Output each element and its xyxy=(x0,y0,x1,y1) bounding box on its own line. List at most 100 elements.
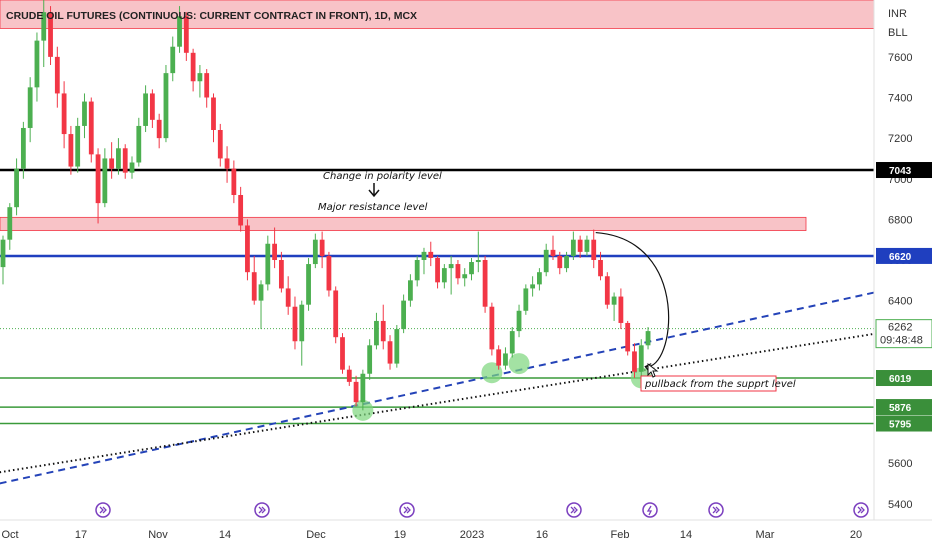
currency-label: INR xyxy=(888,8,907,20)
candle-up xyxy=(306,264,311,305)
candle-down xyxy=(387,341,393,364)
x-tick-label: Oct xyxy=(1,529,18,541)
candle-up xyxy=(516,310,522,332)
candle-up xyxy=(475,260,481,263)
y-tick-label: 7600 xyxy=(888,52,912,64)
candle-down xyxy=(54,56,60,94)
x-tick-label: Dec xyxy=(306,529,326,541)
candle-down xyxy=(346,369,352,382)
candle-up xyxy=(75,125,81,167)
y-tick-label: 7400 xyxy=(888,93,912,105)
swing-low-marker xyxy=(508,353,530,375)
candle-up xyxy=(7,207,13,240)
price-tag-text-5876: 5876 xyxy=(889,403,912,414)
forward-glyph xyxy=(403,506,411,514)
candle-down xyxy=(489,306,495,350)
candle-down xyxy=(577,239,583,252)
candle-down xyxy=(95,154,101,204)
candle-up xyxy=(441,268,447,283)
candle-down xyxy=(482,260,488,307)
x-tick-label: 16 xyxy=(536,529,548,541)
candle-up xyxy=(611,296,617,305)
candle-up xyxy=(645,331,651,346)
candle-down xyxy=(292,306,298,342)
lightning-glyph xyxy=(646,505,653,516)
price-tag-text-7043: 7043 xyxy=(889,166,912,177)
levels-layer xyxy=(0,168,874,425)
candle-down xyxy=(217,130,223,159)
zones-layer xyxy=(0,0,875,231)
rising-trendline-dashed xyxy=(0,290,880,485)
candle-up xyxy=(421,251,427,260)
x-tick-label: 14 xyxy=(680,529,692,541)
time-axis[interactable] xyxy=(0,520,932,550)
candle-up xyxy=(82,101,87,126)
candle-up xyxy=(102,158,108,204)
candle-down xyxy=(149,93,155,120)
event-icons xyxy=(95,502,869,518)
candle-up xyxy=(312,239,318,265)
x-tick-label: 17 xyxy=(75,529,87,541)
candle-down xyxy=(183,16,189,53)
candle-up xyxy=(258,284,264,301)
candle-down xyxy=(618,296,624,323)
candle-up xyxy=(129,162,135,173)
candle-up xyxy=(143,93,148,126)
candle-down xyxy=(245,225,250,273)
candle-down xyxy=(272,243,277,260)
candle-down xyxy=(88,101,94,155)
candle-up xyxy=(394,329,400,364)
candle-down xyxy=(48,12,53,57)
forward-glyph xyxy=(570,506,578,514)
candle-down xyxy=(190,52,196,82)
candle-up xyxy=(401,300,407,330)
candle-up xyxy=(638,345,644,372)
candle-down xyxy=(428,251,434,258)
candle-down xyxy=(625,322,631,352)
unit-label: BLL xyxy=(888,27,908,39)
down-arrow-icon xyxy=(368,183,380,198)
candle-up xyxy=(543,249,549,273)
candle-up xyxy=(360,373,366,403)
price-level-labels: 7043 6620 6019 5876 5795 xyxy=(876,162,932,432)
candle-up xyxy=(41,12,47,41)
candle-up xyxy=(136,125,142,163)
candle-down xyxy=(496,349,502,366)
x-tick-label: 20 xyxy=(850,529,862,541)
candle-down xyxy=(204,73,210,98)
candle-down xyxy=(61,93,67,135)
candle-down xyxy=(68,134,74,167)
candle-down xyxy=(380,320,386,342)
candle-up xyxy=(374,320,379,346)
candle-down xyxy=(333,290,339,338)
candle-up xyxy=(197,73,203,82)
candle-up xyxy=(414,260,420,281)
candle-down xyxy=(326,255,332,291)
candle-up xyxy=(20,127,26,169)
annotation-major-resistance: Major resistance level xyxy=(318,202,428,213)
x-tick-labels: Oct 17 Nov 14 Dec 19 2023 16 Feb 14 Mar 20 xyxy=(1,529,862,541)
price-tag-6019 xyxy=(876,370,932,387)
candle-down xyxy=(604,276,610,305)
candle-up xyxy=(503,353,508,366)
y-tick-label: 6800 xyxy=(888,214,912,226)
candle-up xyxy=(177,16,182,47)
countdown-label: 09:48:48 xyxy=(880,335,923,347)
candle-down xyxy=(591,239,597,260)
candle-up xyxy=(14,168,19,208)
candle-down xyxy=(211,97,216,130)
last-price-box xyxy=(875,319,932,349)
price-tag-text-5795: 5795 xyxy=(889,420,912,431)
forward-glyph xyxy=(258,506,266,514)
candle-down xyxy=(319,239,325,256)
candle-down xyxy=(598,260,603,277)
candle-up xyxy=(299,304,305,342)
candle-down xyxy=(435,257,440,283)
price-tag-5795 xyxy=(876,415,932,432)
y-tick-label: 5400 xyxy=(888,499,912,511)
y-tick-label: 6400 xyxy=(888,296,912,308)
candle-up xyxy=(523,288,529,311)
forward-glyph xyxy=(99,506,107,514)
candle-up xyxy=(570,239,576,256)
